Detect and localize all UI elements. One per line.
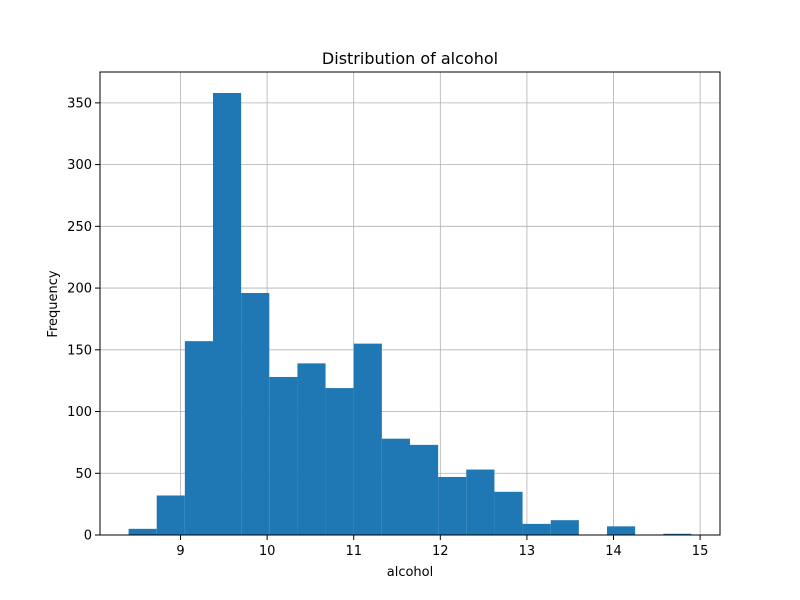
histogram-bar bbox=[297, 363, 326, 535]
x-tick-label: 14 bbox=[605, 544, 622, 559]
y-tick-label: 250 bbox=[67, 220, 92, 235]
y-axis-title: Frequency bbox=[46, 270, 61, 337]
histogram-bar bbox=[522, 523, 551, 535]
histogram-bar bbox=[128, 528, 157, 535]
y-tick-label: 200 bbox=[67, 282, 92, 297]
x-tick-label: 9 bbox=[176, 544, 184, 559]
histogram-bar bbox=[269, 376, 298, 535]
histogram-bar bbox=[494, 491, 523, 535]
x-tick-label: 10 bbox=[259, 544, 276, 559]
x-tick-label: 13 bbox=[519, 544, 536, 559]
bars bbox=[128, 92, 692, 536]
histogram-bar bbox=[353, 343, 382, 535]
x-tick-label: 15 bbox=[692, 544, 709, 559]
plot-frame bbox=[99, 71, 721, 536]
histogram-bar bbox=[156, 495, 185, 535]
histogram-bar bbox=[438, 476, 467, 535]
x-tick-label: 11 bbox=[345, 544, 362, 559]
histogram-bar bbox=[325, 388, 354, 535]
y-tick-label: 350 bbox=[67, 96, 92, 111]
histogram-bar bbox=[550, 520, 579, 535]
histogram-bar bbox=[184, 341, 214, 535]
histogram-bar bbox=[410, 444, 439, 535]
histogram-bar bbox=[466, 469, 495, 535]
histogram-bar bbox=[606, 526, 636, 535]
histogram-bar bbox=[213, 92, 242, 536]
histogram-bar bbox=[663, 533, 692, 535]
y-tick-label: 50 bbox=[75, 467, 92, 482]
y-tick-label: 100 bbox=[67, 405, 92, 420]
chart-title: Distribution of alcohol bbox=[322, 49, 498, 68]
y-tick-label: 300 bbox=[67, 158, 92, 173]
y-tick-label: 150 bbox=[67, 343, 92, 358]
histogram-bar bbox=[241, 293, 270, 535]
x-tick-label: 12 bbox=[432, 544, 449, 559]
x-axis-title: alcohol bbox=[387, 565, 433, 580]
histogram-bar bbox=[381, 438, 410, 535]
y-tick-label: 0 bbox=[84, 529, 92, 544]
